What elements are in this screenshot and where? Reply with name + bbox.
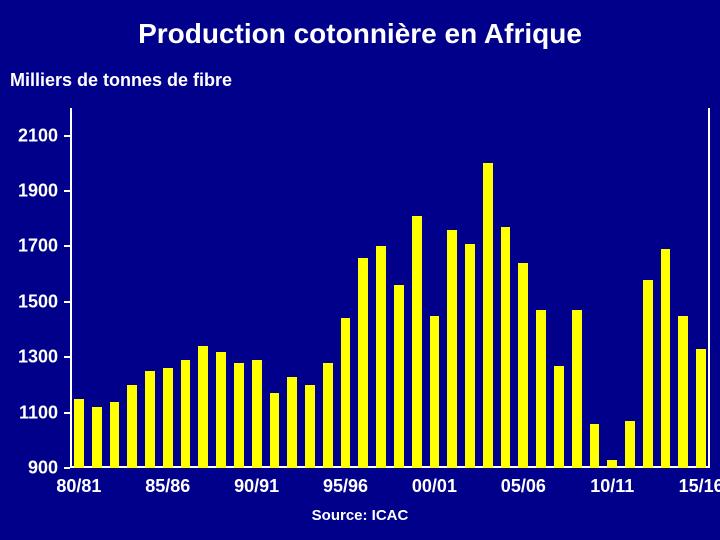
bar — [74, 399, 84, 468]
bar — [270, 393, 280, 468]
x-tick-label: 85/86 — [145, 468, 190, 497]
bar — [127, 385, 137, 468]
bar — [145, 371, 155, 468]
bar — [376, 246, 386, 468]
bar — [572, 310, 582, 468]
y-tick-label: 1900 — [18, 181, 70, 202]
bar — [607, 460, 617, 468]
x-tick-label: 80/81 — [56, 468, 101, 497]
slide: Production cotonnière en Afrique Millier… — [0, 0, 720, 540]
chart-subtitle: Milliers de tonnes de fibre — [10, 70, 232, 91]
y-tick-label: 1100 — [19, 402, 70, 423]
bar — [198, 346, 208, 468]
bar — [430, 316, 440, 468]
bar-chart: 90011001300150017001900210080/8185/8690/… — [70, 108, 710, 468]
y-axis-right — [708, 108, 710, 468]
x-tick-label: 95/96 — [323, 468, 368, 497]
bar — [678, 316, 688, 468]
bar — [341, 318, 351, 468]
bar — [287, 377, 297, 468]
bar — [501, 227, 511, 468]
bar — [625, 421, 635, 468]
bar — [181, 360, 191, 468]
x-tick-label: 10/11 — [590, 468, 634, 497]
bar — [163, 368, 173, 468]
bar — [358, 258, 368, 468]
bar — [483, 163, 493, 468]
bar — [536, 310, 546, 468]
bar — [643, 280, 653, 468]
bar — [518, 263, 528, 468]
bar — [412, 216, 422, 468]
bar — [234, 363, 244, 468]
x-tick-label: 00/01 — [412, 468, 457, 497]
y-tick-label: 1300 — [18, 347, 70, 368]
bar — [696, 349, 706, 468]
y-tick-label: 1500 — [18, 291, 70, 312]
x-tick-label: 90/91 — [234, 468, 279, 497]
bar — [252, 360, 262, 468]
bar — [216, 352, 226, 468]
bar — [92, 407, 102, 468]
bar — [554, 366, 564, 468]
bar — [323, 363, 333, 468]
x-tick-label: 15/16 — [679, 468, 720, 497]
y-tick-label: 2100 — [18, 125, 70, 146]
bar — [110, 402, 120, 468]
bar — [465, 244, 475, 468]
source-label: Source: ICAC — [0, 507, 720, 524]
bar — [394, 285, 404, 468]
bar — [661, 249, 671, 468]
bar — [305, 385, 315, 468]
bar — [590, 424, 600, 468]
y-tick-label: 1700 — [18, 236, 70, 257]
bar — [447, 230, 457, 468]
x-tick-label: 05/06 — [501, 468, 546, 497]
y-axis — [70, 108, 72, 468]
chart-title: Production cotonnière en Afrique — [0, 18, 720, 50]
